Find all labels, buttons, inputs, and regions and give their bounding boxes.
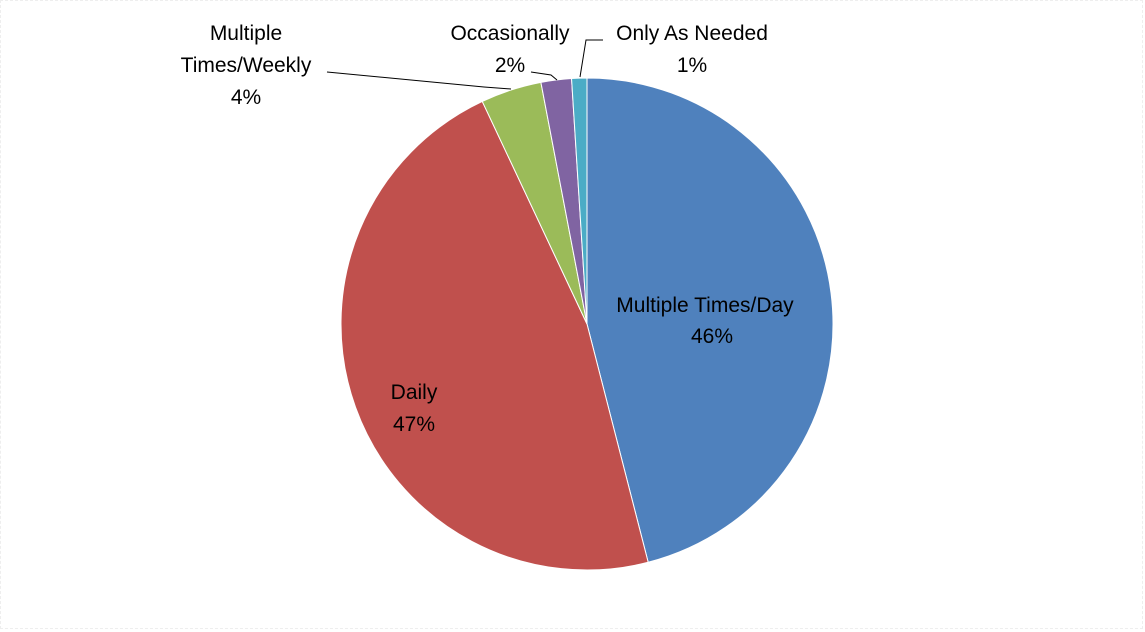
slice-category-label: Only As Needed bbox=[616, 22, 768, 45]
data-label-daily: Daily 47% bbox=[391, 381, 438, 436]
slice-category-label: Occasionally bbox=[450, 22, 570, 45]
slice-multiple-times-day bbox=[586, 77, 834, 563]
data-label-only-as-needed: Only As Needed 1% bbox=[616, 22, 768, 77]
data-label-multiple-times-weekly: Multiple Times/Weekly 4% bbox=[181, 22, 312, 109]
leader-line-only-as-needed bbox=[579, 39, 603, 78]
slice-percent-label: 47% bbox=[393, 413, 435, 436]
slice-daily bbox=[340, 100, 649, 571]
slice-percent-label: 4% bbox=[231, 86, 261, 109]
leader-lines bbox=[326, 39, 603, 90]
slice-category-label: Times/Weekly bbox=[181, 54, 312, 77]
slice-category-label: Multiple bbox=[210, 22, 282, 45]
slice-percent-label: 1% bbox=[677, 54, 707, 77]
slice-category-label: Daily bbox=[391, 381, 438, 404]
leader-line-occasionally bbox=[530, 71, 558, 81]
pie-slices bbox=[340, 77, 834, 571]
slice-percent-label: 46% bbox=[691, 325, 733, 348]
data-labels: Multiple Times/Day 46% Daily 47% Multiple Tim… bbox=[181, 22, 795, 436]
slice-category-label: Multiple Times/Day bbox=[616, 294, 794, 317]
slice-percent-label: 2% bbox=[495, 54, 525, 77]
leader-line-multiple-times-weekly bbox=[326, 71, 512, 90]
data-label-multiple-times-day: Multiple Times/Day 46% bbox=[616, 294, 794, 348]
slice-only-as-needed bbox=[571, 77, 588, 325]
data-label-occasionally: Occasionally 2% bbox=[450, 22, 570, 77]
